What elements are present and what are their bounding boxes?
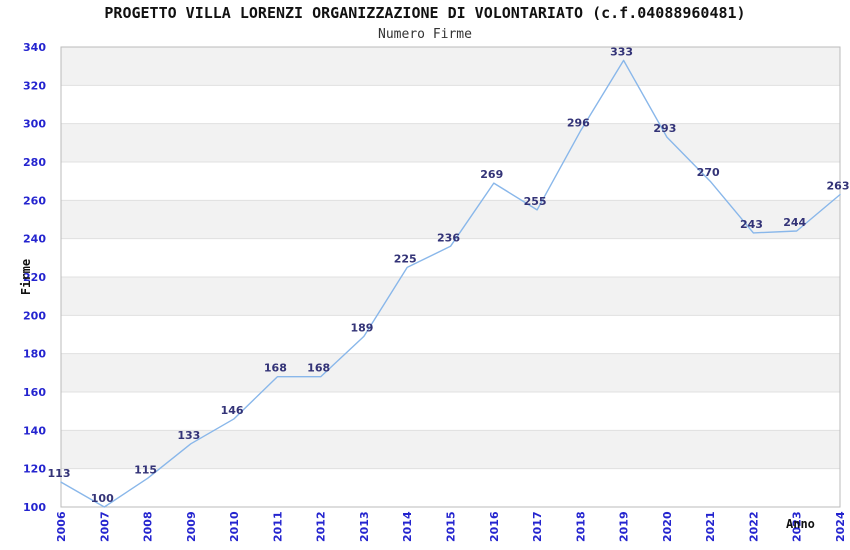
y-axis-tick-label: 220 [23,271,46,284]
x-axis-tick-label: 2006 [55,511,68,542]
grid-band [61,277,840,316]
chart-title: PROGETTO VILLA LORENZI ORGANIZZAZIONE DI… [104,4,746,22]
x-axis-tick-label: 2022 [747,511,760,542]
y-axis-tick-label: 180 [23,348,46,361]
data-point-label: 255 [524,195,547,208]
x-axis-tick-label: 2023 [791,511,804,542]
y-axis-tick-label: 300 [23,118,46,131]
grid-band [61,353,840,392]
data-point-label: 243 [740,218,763,231]
data-point-label: 263 [827,180,850,193]
data-point-label: 168 [264,362,287,375]
x-axis-tick-label: 2021 [704,511,717,542]
x-axis-tick-label: 2017 [531,511,544,542]
y-axis-tick-label: 280 [23,156,46,169]
y-axis-tick-label: 200 [23,309,46,322]
data-point-label: 189 [350,321,373,334]
y-axis-tick-label: 340 [23,41,46,54]
data-point-label: 113 [48,467,71,480]
data-point-label: 296 [567,116,590,129]
grid-band [61,200,840,239]
x-axis-tick-label: 2011 [271,511,284,542]
data-point-label: 236 [437,231,460,244]
x-axis-tick-label: 2020 [661,511,674,542]
grid-band [61,430,840,469]
y-axis-tick-label: 240 [23,233,46,246]
x-axis-tick-label: 2018 [574,511,587,542]
chart-subtitle: Numero Firme [378,27,472,42]
data-point-label: 225 [394,252,417,265]
x-axis-tick-label: 2019 [618,511,631,542]
x-axis-tick-label: 2009 [185,511,198,542]
data-point-label: 293 [653,122,676,135]
x-axis-tick-label: 2015 [445,511,458,542]
y-axis-tick-label: 100 [23,501,46,514]
y-axis-tick-label: 260 [23,194,46,207]
line-series [60,59,841,508]
y-axis-tick-label: 120 [23,463,46,476]
data-point-label: 100 [91,492,114,505]
data-point-label: 270 [697,166,720,179]
data-point-label: 133 [177,429,200,442]
data-point-label: 333 [610,45,633,58]
data-point-label: 269 [480,168,503,181]
y-axis-tick-label: 320 [23,79,46,92]
y-axis-title: Firme [19,259,33,295]
y-axis-tick-label: 160 [23,386,46,399]
y-axis-tick-label: 140 [23,424,46,437]
grid-band [61,123,840,162]
x-axis-tick-label: 2008 [142,511,155,542]
x-axis-tick-label: 2012 [315,511,328,542]
x-axis-tick-label: 2007 [98,511,111,542]
data-point-label: 115 [134,463,157,476]
data-point-label: 146 [221,404,244,417]
x-axis-tick-label: 2013 [358,511,371,542]
x-axis-tick-label: 2024 [834,511,847,542]
x-axis-tick-label: 2010 [228,511,241,542]
data-point-label: 244 [783,216,806,229]
grid-band [61,47,840,86]
x-axis-tick-label: 2016 [488,511,501,542]
data-point-label: 168 [307,362,330,375]
x-axis-title: Anno [786,517,815,531]
plot-border [60,46,841,508]
x-axis-tick-label: 2014 [401,511,414,542]
